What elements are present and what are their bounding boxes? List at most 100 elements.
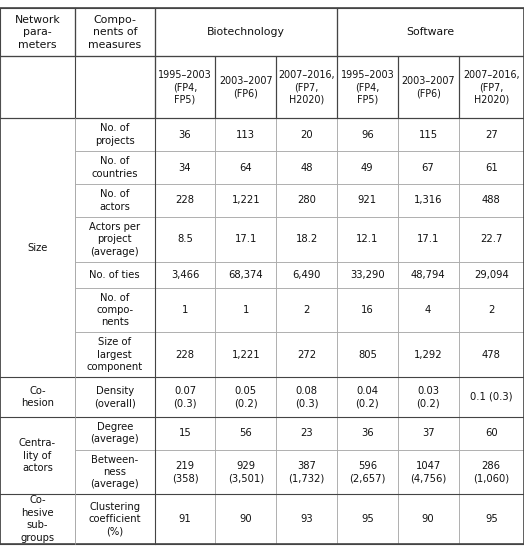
- Bar: [155, 118, 215, 151]
- Text: 48,794: 48,794: [411, 269, 445, 280]
- Bar: [398, 417, 458, 450]
- Bar: [398, 184, 458, 217]
- Text: 596
(2,657): 596 (2,657): [349, 461, 386, 483]
- Bar: [155, 151, 215, 184]
- Bar: [337, 262, 398, 288]
- Text: No. of
actors: No. of actors: [100, 189, 130, 211]
- Text: No. of ties: No. of ties: [90, 269, 140, 280]
- Text: 18.2: 18.2: [296, 234, 318, 245]
- Bar: [337, 151, 398, 184]
- Text: 36: 36: [361, 428, 374, 438]
- Bar: [0, 494, 75, 544]
- Text: Centra-
lity of
actors: Centra- lity of actors: [19, 438, 56, 473]
- Bar: [398, 494, 458, 544]
- Text: 56: 56: [239, 428, 252, 438]
- Text: 36: 36: [179, 130, 191, 140]
- Text: 1,221: 1,221: [232, 349, 260, 359]
- Text: 4: 4: [425, 305, 431, 315]
- Bar: [155, 417, 215, 450]
- Text: 34: 34: [179, 162, 191, 173]
- Text: 488: 488: [482, 195, 500, 205]
- Bar: [276, 217, 337, 262]
- Bar: [276, 184, 337, 217]
- Text: 17.1: 17.1: [235, 234, 257, 245]
- Text: 2007–2016,
(FP7,
H2020): 2007–2016, (FP7, H2020): [278, 70, 335, 105]
- Bar: [155, 377, 215, 417]
- Text: 115: 115: [419, 130, 438, 140]
- Bar: [398, 377, 458, 417]
- Text: Network
para-
meters: Network para- meters: [15, 15, 60, 50]
- Text: 1,221: 1,221: [232, 195, 260, 205]
- Bar: [215, 288, 276, 332]
- Bar: [337, 217, 398, 262]
- Bar: [398, 151, 458, 184]
- Bar: [155, 184, 215, 217]
- Bar: [276, 417, 337, 450]
- Bar: [276, 332, 337, 377]
- Text: 15: 15: [179, 428, 191, 438]
- Text: 67: 67: [422, 162, 434, 173]
- Bar: [75, 377, 155, 417]
- Text: 61: 61: [485, 162, 498, 173]
- Bar: [337, 494, 398, 544]
- Bar: [337, 332, 398, 377]
- Text: 93: 93: [300, 514, 313, 524]
- Bar: [398, 217, 458, 262]
- Text: Software: Software: [407, 27, 454, 38]
- Bar: [75, 262, 155, 288]
- Bar: [215, 262, 276, 288]
- Text: 280: 280: [297, 195, 316, 205]
- Bar: [276, 118, 337, 151]
- Bar: [398, 118, 458, 151]
- Bar: [458, 494, 524, 544]
- Bar: [215, 417, 276, 450]
- Text: Co-
hesion: Co- hesion: [21, 386, 54, 408]
- Text: 27: 27: [485, 130, 498, 140]
- Text: 12.1: 12.1: [356, 234, 378, 245]
- Text: 48: 48: [300, 162, 313, 173]
- Bar: [337, 417, 398, 450]
- Bar: [75, 56, 155, 118]
- Text: 228: 228: [176, 349, 194, 359]
- Text: 219
(358): 219 (358): [172, 461, 198, 483]
- Bar: [215, 332, 276, 377]
- Bar: [155, 8, 337, 56]
- Bar: [276, 262, 337, 288]
- Text: 3,466: 3,466: [171, 269, 199, 280]
- Bar: [276, 151, 337, 184]
- Text: 286
(1,060): 286 (1,060): [473, 461, 509, 483]
- Bar: [75, 217, 155, 262]
- Text: 1047
(4,756): 1047 (4,756): [410, 461, 446, 483]
- Bar: [0, 377, 75, 417]
- Text: 17.1: 17.1: [417, 234, 439, 245]
- Text: 1995–2003
(FP4,
FP5): 1995–2003 (FP4, FP5): [341, 70, 394, 105]
- Bar: [276, 288, 337, 332]
- Bar: [155, 450, 215, 494]
- Bar: [458, 288, 524, 332]
- Bar: [398, 450, 458, 494]
- Text: Size: Size: [27, 242, 48, 252]
- Text: 2: 2: [303, 305, 310, 315]
- Text: 478: 478: [482, 349, 501, 359]
- Bar: [155, 494, 215, 544]
- Text: 1,292: 1,292: [414, 349, 442, 359]
- Bar: [215, 494, 276, 544]
- Text: 228: 228: [176, 195, 194, 205]
- Text: Compo-
nents of
measures: Compo- nents of measures: [88, 15, 141, 50]
- Bar: [337, 450, 398, 494]
- Bar: [75, 288, 155, 332]
- Text: Actors per
project
(average): Actors per project (average): [89, 222, 140, 257]
- Bar: [276, 377, 337, 417]
- Bar: [458, 118, 524, 151]
- Text: 1: 1: [182, 305, 188, 315]
- Bar: [75, 8, 155, 56]
- Bar: [398, 56, 458, 118]
- Bar: [215, 151, 276, 184]
- Text: 90: 90: [239, 514, 252, 524]
- Bar: [0, 8, 75, 56]
- Text: 0.03
(0.2): 0.03 (0.2): [416, 386, 440, 408]
- Bar: [155, 56, 215, 118]
- Bar: [0, 56, 155, 118]
- Bar: [337, 118, 398, 151]
- Text: 16: 16: [361, 305, 374, 315]
